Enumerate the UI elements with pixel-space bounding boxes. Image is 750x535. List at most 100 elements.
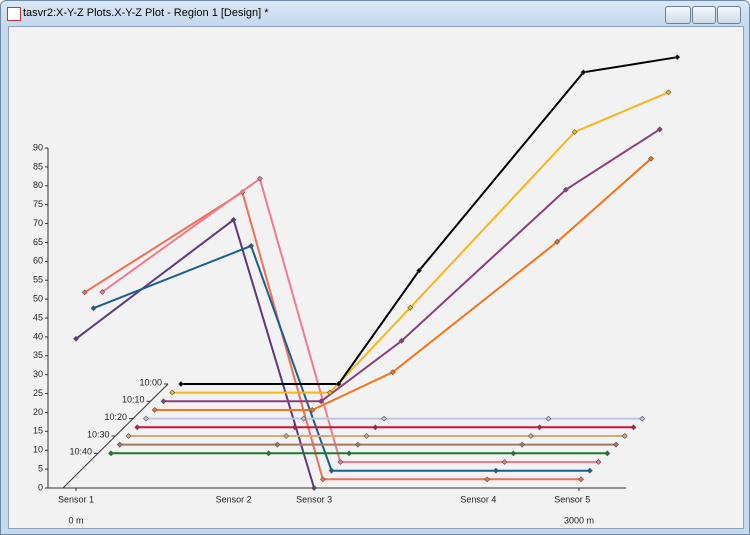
series-line: [172, 91, 669, 394]
point-marker: [527, 433, 534, 439]
sensor-label: Sensor 2: [216, 494, 252, 504]
point-marker: [81, 289, 88, 296]
y-tick-label: 35: [33, 350, 43, 360]
point-marker: [510, 450, 517, 457]
point-marker: [586, 467, 593, 474]
point-marker: [484, 476, 491, 483]
point-marker: [674, 54, 681, 61]
y-tick-label: 55: [33, 275, 43, 285]
close-button[interactable]: [717, 6, 741, 24]
y-tick-label: 70: [33, 218, 43, 228]
point-marker: [283, 433, 290, 439]
point-marker: [554, 238, 561, 245]
app-icon: [7, 7, 21, 21]
point-marker: [151, 407, 158, 413]
plot-area: 0 5 10 15 20 25 30 35 40 45 50 55 60 65 70 75 80 85 90 0 m 3…: [8, 26, 744, 529]
y-tick-label: 75: [33, 199, 43, 209]
y-tick-label: 80: [33, 180, 43, 190]
series-line: [154, 157, 652, 411]
point-marker: [639, 415, 646, 422]
point-marker: [389, 369, 396, 376]
point-marker: [309, 407, 316, 413]
window-title: tasvr2:X-Y-Z Plots.X-Y-Z Plot - Region 1…: [23, 7, 269, 19]
point-marker: [108, 450, 114, 457]
series-line: [181, 56, 678, 385]
point-marker: [125, 433, 132, 439]
y-tick-label: 10: [33, 445, 43, 455]
point-marker: [256, 175, 263, 182]
point-marker: [595, 459, 602, 465]
y-tick-label: 85: [33, 161, 43, 171]
point-marker: [300, 415, 307, 422]
point-marker: [372, 424, 379, 431]
point-marker: [143, 415, 149, 422]
maximize-button[interactable]: [692, 6, 716, 24]
z-tick-label: 10:40: [69, 447, 92, 457]
z-tick-label: 10:20: [104, 412, 127, 422]
point-marker: [398, 337, 405, 344]
y-tick-label: 45: [33, 312, 43, 322]
sensor-label: Sensor 4: [460, 494, 496, 504]
point-marker: [328, 467, 335, 474]
point-marker: [265, 450, 272, 457]
x-tick-label: 0 m: [68, 515, 83, 525]
chart: 0 5 10 15 20 25 30 35 40 45 50 55 60 65 70 75 80 85 90 0 m 3…: [33, 54, 681, 525]
y-tick-label: 20: [33, 407, 43, 417]
point-marker: [337, 459, 344, 465]
point-marker: [160, 398, 167, 405]
point-marker: [536, 424, 543, 431]
point-marker: [648, 155, 654, 162]
point-marker: [630, 424, 637, 431]
point-marker: [169, 389, 176, 396]
point-marker: [381, 415, 388, 422]
series-line: [163, 128, 661, 403]
point-marker: [335, 381, 342, 387]
y-tick-label: 5: [38, 463, 43, 473]
point-marker: [545, 415, 552, 422]
point-marker: [116, 441, 123, 448]
point-marker: [665, 89, 672, 96]
z-tick-label: 10:30: [87, 429, 110, 439]
point-marker: [578, 476, 584, 483]
point-marker: [99, 289, 106, 295]
y-tick-label: 40: [33, 331, 43, 341]
point-marker: [501, 459, 508, 465]
minimize-button[interactable]: [665, 6, 691, 24]
z-tick-label: 10:10: [122, 395, 145, 405]
point-marker: [230, 216, 237, 223]
point-marker: [562, 186, 569, 193]
y-tick-label: 15: [33, 426, 43, 436]
point-marker: [613, 441, 619, 448]
point-marker: [248, 242, 255, 249]
point-marker: [621, 433, 628, 439]
y-tick-label: 65: [33, 237, 43, 247]
point-marker: [604, 450, 611, 457]
point-marker: [311, 485, 318, 491]
point-marker: [326, 389, 333, 396]
point-marker: [363, 433, 370, 439]
point-marker: [318, 398, 325, 405]
y-tick-label: 30: [33, 369, 43, 379]
point-marker: [291, 424, 298, 431]
point-marker: [492, 467, 499, 474]
y-tick-label: 50: [33, 293, 43, 303]
x-tick-label: 3000 m: [564, 515, 594, 525]
point-marker: [274, 441, 281, 448]
point-marker: [656, 126, 663, 133]
point-marker: [580, 69, 587, 76]
point-marker: [319, 476, 326, 483]
point-marker: [407, 304, 414, 311]
y-tick-label: 90: [33, 142, 43, 152]
point-marker: [134, 424, 141, 431]
sensor-label: Sensor 5: [554, 494, 590, 504]
point-marker: [354, 441, 361, 448]
point-marker: [90, 305, 97, 312]
point-marker: [346, 450, 353, 457]
sensor-label: Sensor 3: [296, 494, 332, 504]
point-marker: [178, 381, 184, 387]
point-marker: [571, 129, 578, 135]
z-tick-label: 10:00: [139, 377, 162, 387]
point-marker: [416, 267, 423, 274]
series-line: [75, 218, 316, 489]
